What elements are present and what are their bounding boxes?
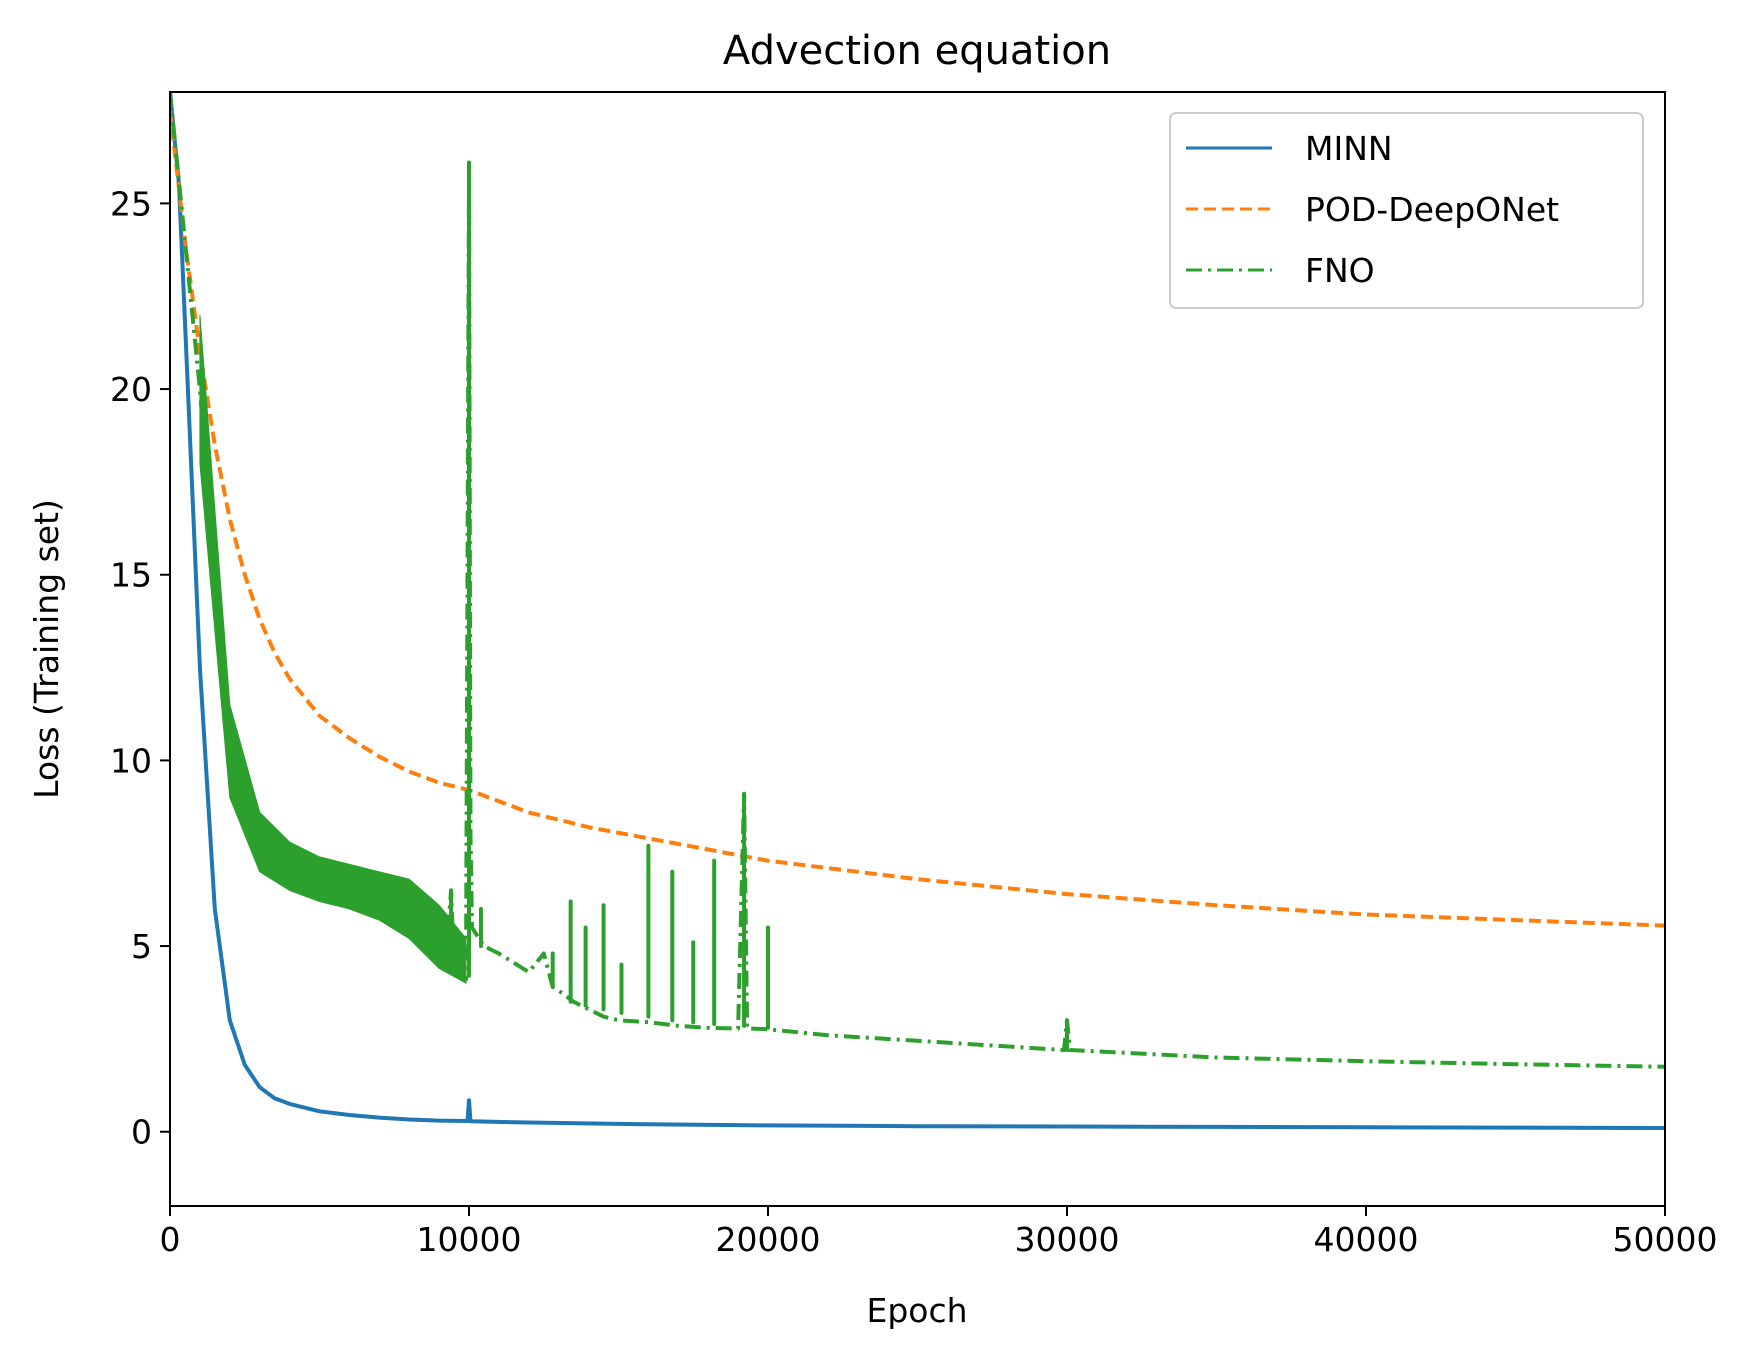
x-axis: 0 10000 20000 30000 40000 50000 (160, 1206, 1718, 1259)
legend: MINN POD-DeepONet FNO (1169, 112, 1644, 309)
y-tick-label: 5 (131, 927, 152, 966)
legend-label-fno: FNO (1305, 251, 1375, 290)
fno-band-area (199, 314, 467, 985)
y-axis: 0 5 10 15 20 25 (110, 184, 170, 1152)
plot-frame (169, 91, 1666, 1207)
series-layer (170, 92, 1665, 1130)
x-tick-label: 30000 (1015, 1220, 1120, 1259)
y-axis-label: Loss (Training set) (27, 499, 66, 799)
y-tick-label: 10 (110, 741, 152, 780)
x-tick-label: 20000 (716, 1220, 821, 1259)
chart-title: Advection equation (723, 28, 1111, 74)
fno-spike-layer (449, 160, 1069, 1053)
legend-box (1169, 112, 1644, 309)
y-tick-label: 15 (110, 556, 152, 595)
x-tick-label: 50000 (1613, 1220, 1718, 1259)
y-tick-label: 0 (131, 1113, 152, 1152)
x-tick-label: 10000 (417, 1220, 522, 1259)
legend-label-minn: MINN (1305, 129, 1393, 168)
y-tick-label: 25 (110, 184, 152, 223)
x-axis-label: Epoch (866, 1291, 967, 1330)
x-tick-label: 40000 (1314, 1220, 1419, 1259)
y-tick-label: 20 (110, 370, 152, 409)
legend-label-pod-deeponet: POD-DeepONet (1305, 190, 1559, 229)
fno-oscillation-band (199, 314, 467, 985)
series-line-pod-deeponet (170, 110, 1665, 928)
x-tick-label: 0 (160, 1220, 181, 1259)
series-line-minn (170, 92, 1665, 1130)
